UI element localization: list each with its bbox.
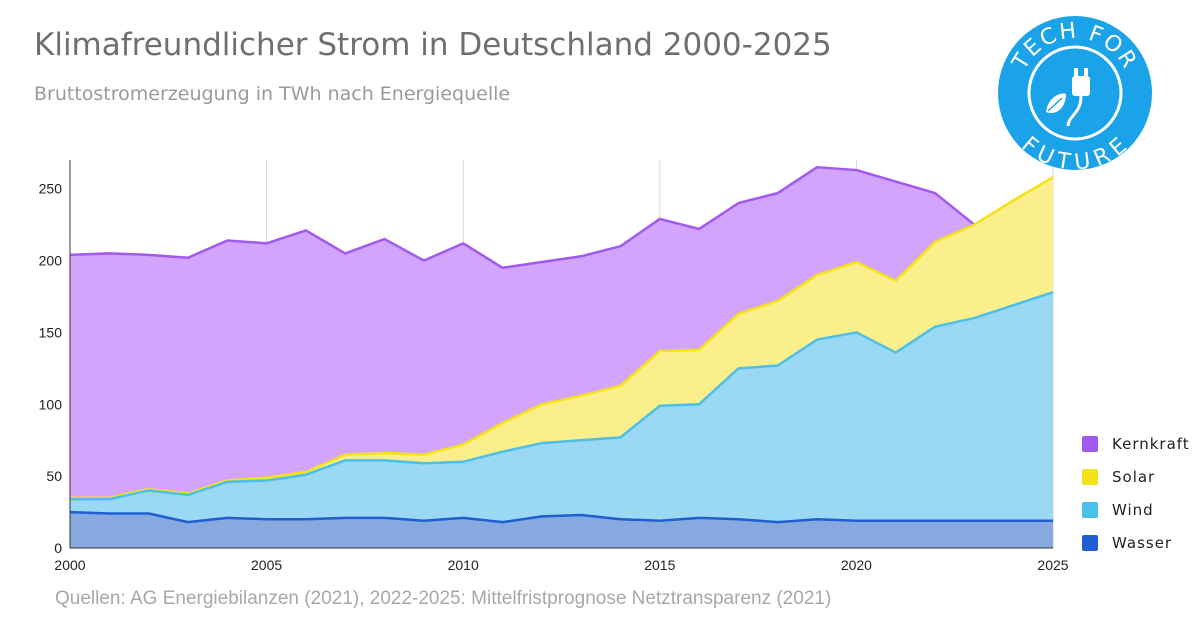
legend-item-wasser: Wasser xyxy=(1082,526,1190,559)
line-solar xyxy=(70,176,1054,499)
line-wasser xyxy=(69,510,1053,524)
legend-swatch xyxy=(1082,501,1098,518)
y-tick-label: 150 xyxy=(39,324,63,340)
x-tick-label: 2015 xyxy=(644,557,675,573)
x-tick-label: 2025 xyxy=(1037,557,1068,573)
y-tick-label: 0 xyxy=(54,540,62,556)
legend-item-solar: Solar xyxy=(1082,460,1190,493)
area-wind xyxy=(70,292,1053,548)
line-wind xyxy=(70,291,1054,501)
legend-swatch xyxy=(1082,534,1098,551)
tech-for-future-logo: TECH FOR FUTURE xyxy=(998,16,1152,170)
legend-swatch xyxy=(1082,468,1098,485)
legend-label: Wasser xyxy=(1112,533,1173,552)
y-tick-label: 50 xyxy=(46,468,62,484)
chart-title: Klimafreundlicher Strom in Deutschland 2… xyxy=(34,27,832,63)
chart-legend: Kernkraft Solar Wind Wasser xyxy=(1082,427,1190,559)
legend-swatch xyxy=(1082,435,1098,452)
legend-label: Wind xyxy=(1112,500,1154,519)
legend-item-kernkraft: Kernkraft xyxy=(1082,427,1190,460)
legend-label: Solar xyxy=(1112,467,1156,486)
y-tick-label: 250 xyxy=(39,181,63,197)
plug-with-leaf-icon xyxy=(1046,68,1090,127)
chart-subtitle: Bruttostromerzeugung in TWh nach Energie… xyxy=(34,83,511,105)
y-tick-label: 200 xyxy=(39,253,63,269)
x-tick-label: 2020 xyxy=(841,557,872,573)
source-note: Quellen: AG Energiebilanzen (2021), 2022… xyxy=(55,588,832,609)
legend-label: Kernkraft xyxy=(1112,434,1190,453)
x-tick-label: 2005 xyxy=(251,557,282,573)
x-tick-label: 2010 xyxy=(448,557,479,573)
line-kernkraft xyxy=(69,165,976,270)
y-tick-label: 100 xyxy=(39,396,63,412)
x-tick-label: 2000 xyxy=(54,557,85,573)
legend-item-wind: Wind xyxy=(1082,493,1190,526)
